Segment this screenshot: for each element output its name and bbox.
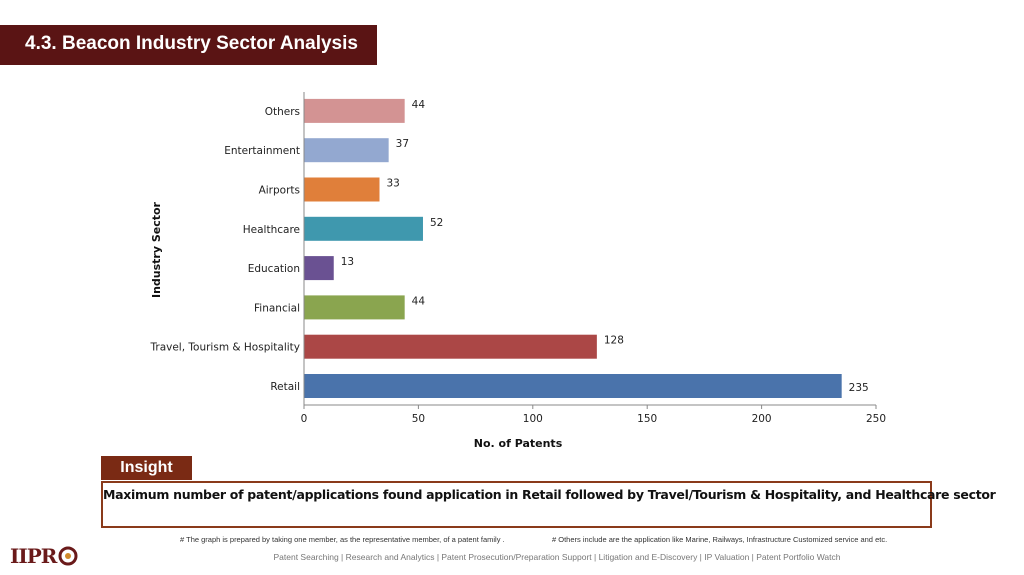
x-tick-label: 150	[637, 413, 657, 425]
bar-chart: Retail 235 Travel, Tourism & Hospitality 12…	[150, 92, 886, 450]
category-label: Entertainment	[224, 145, 300, 157]
svg-text:IIPR: IIPR	[10, 544, 58, 568]
data-label: 37	[396, 138, 409, 150]
data-label: 44	[412, 99, 426, 111]
x-tick-label: 50	[412, 413, 425, 425]
x-tick-label: 0	[301, 413, 308, 425]
category-label: Financial	[254, 302, 300, 314]
page-title: 4.3. Beacon Industry Sector Analysis	[25, 33, 358, 54]
bar-financial	[304, 295, 405, 320]
insight-text: Maximum number of patent/applications fo…	[103, 487, 996, 502]
y-axis-label: Industry Sector	[150, 201, 163, 298]
bar-others	[304, 98, 405, 123]
data-label: 44	[412, 295, 426, 307]
x-tick-label: 200	[752, 413, 772, 425]
insight-label: Insight	[101, 456, 192, 480]
x-axis-label: No. of Patents	[474, 437, 563, 450]
bar-healthcare	[304, 216, 423, 241]
x-tick-label: 100	[523, 413, 543, 425]
bar-entertainment	[304, 138, 389, 163]
category-label: Travel, Tourism & Hospitality	[150, 342, 300, 354]
bar-retail	[304, 374, 842, 398]
data-label: 128	[604, 335, 624, 347]
footer-services: Patent Searching | Research and Analytic…	[273, 552, 841, 562]
iiprd-logo: IIPR	[10, 544, 78, 568]
footnote-right: # Others include are the application lik…	[552, 535, 888, 544]
bar-travel-tourism-hospitality	[304, 334, 597, 359]
data-label: 33	[387, 178, 400, 190]
category-label: Healthcare	[243, 224, 300, 236]
data-label: 235	[849, 382, 869, 394]
bar-education	[304, 256, 334, 281]
data-label: 52	[430, 217, 443, 229]
category-label: Airports	[259, 185, 300, 197]
x-tick-label: 250	[866, 413, 886, 425]
footnote-left: # The graph is prepared by taking one me…	[180, 535, 505, 544]
insight-box: Maximum number of patent/applications fo…	[101, 481, 996, 528]
category-label: Others	[265, 106, 300, 118]
category-label: Retail	[270, 381, 300, 393]
title-bar: 4.3. Beacon Industry Sector Analysis	[0, 25, 377, 65]
data-label: 13	[341, 256, 354, 268]
bar-airports	[304, 177, 380, 202]
category-label: Education	[248, 263, 300, 275]
